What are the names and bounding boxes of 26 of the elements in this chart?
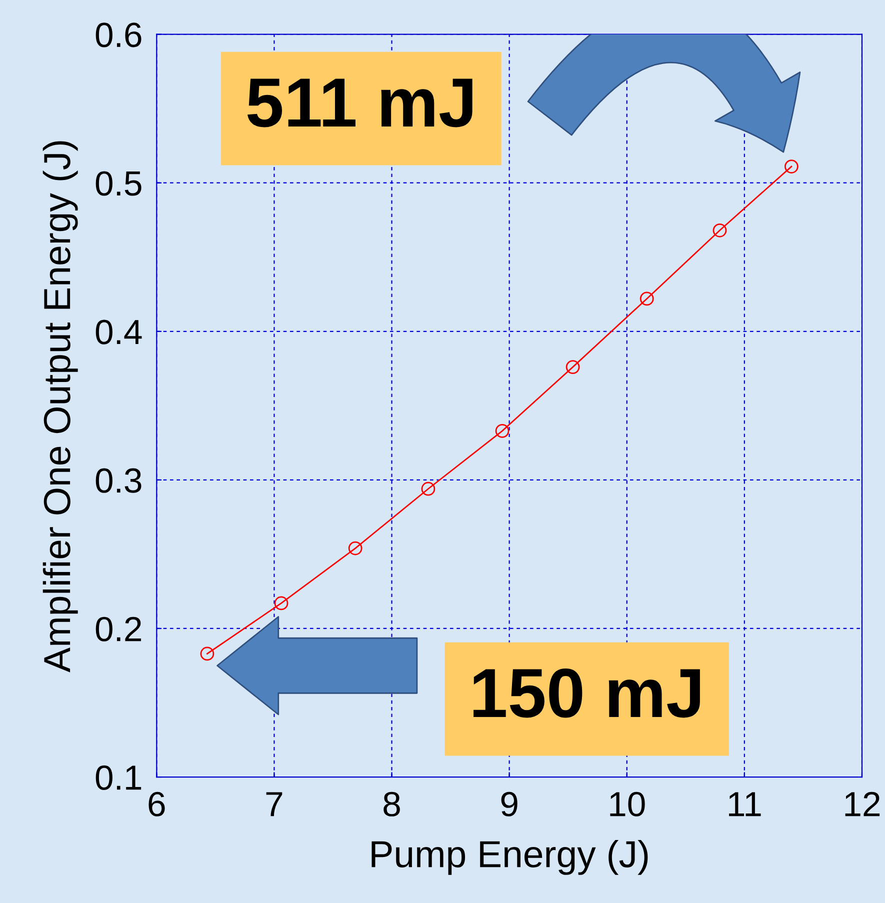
annotation: 511 mJ <box>247 78 472 128</box>
y-axis-title: Amplifier One Output Energy (J) <box>42 141 78 672</box>
y-tick-label: 0.5 <box>96 171 142 196</box>
point <box>784 160 798 174</box>
x-tick-label: 8 <box>384 792 400 816</box>
x-tick-label: 9 <box>501 792 518 816</box>
x-axis-title: Pump Energy (J) <box>372 840 648 875</box>
y-tick-label: 0.3 <box>96 468 142 493</box>
point <box>348 541 362 556</box>
x-tick-label: 6 <box>148 792 165 816</box>
x-tick-label: 10 <box>610 792 645 816</box>
y-tick-label: 0.1 <box>96 765 142 790</box>
point <box>566 360 580 374</box>
y-tick-label: 0.4 <box>96 320 142 344</box>
point <box>495 424 510 438</box>
y-tick-label: 0.2 <box>96 616 142 642</box>
point <box>274 596 288 610</box>
point <box>200 646 214 661</box>
point <box>421 482 436 496</box>
x-tick-label: 11 <box>729 792 761 816</box>
x-tick-label: 7 <box>266 792 282 816</box>
point <box>712 223 727 238</box>
annotation: 150 mJ <box>474 668 700 718</box>
x-tick-label: 12 <box>845 792 880 816</box>
point <box>640 292 654 306</box>
y-tick-label: 0.6 <box>96 22 142 48</box>
